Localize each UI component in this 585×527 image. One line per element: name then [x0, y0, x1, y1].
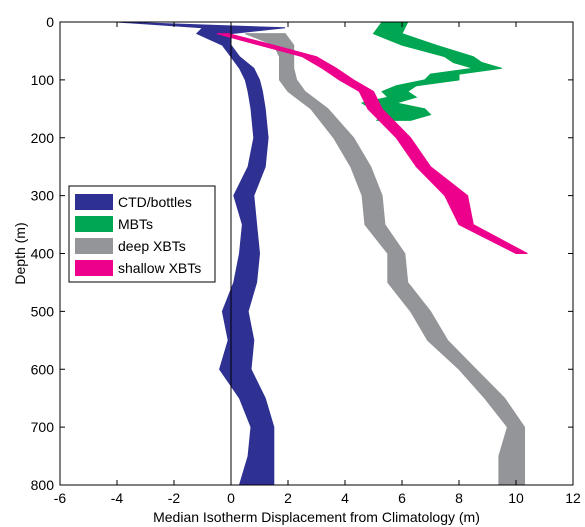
band-mbts [360, 22, 502, 121]
x-tick-label: 0 [227, 490, 235, 506]
x-tick-label: 6 [398, 490, 406, 506]
legend: CTD/bottles MBTs deep XBTs shallow XBTs [68, 185, 216, 283]
ticks-layer [59, 21, 574, 486]
x-tick-label: 12 [565, 490, 581, 506]
legend-swatch-ctd-bottles [75, 194, 113, 210]
tick-labels-layer: -6 -4 -2 0 2 4 6 8 10 12 0 100 200 300 400 500 600 700 800 [31, 14, 581, 506]
y-tick-label: 600 [31, 361, 55, 377]
x-tick-label: 2 [284, 490, 292, 506]
y-tick-label: 400 [31, 246, 55, 262]
y-tick-label: 100 [31, 72, 55, 88]
y-tick-label: 500 [31, 303, 55, 319]
legend-swatch-mbts [75, 216, 113, 232]
y-tick-label: 800 [31, 477, 55, 493]
y-tick-label: 700 [31, 419, 55, 435]
x-tick-label: -2 [168, 490, 181, 506]
x-tick-label: -4 [111, 490, 124, 506]
legend-label-mbts: MBTs [118, 216, 153, 232]
y-tick-label: 200 [31, 130, 55, 146]
legend-label-ctd-bottles: CTD/bottles [118, 194, 192, 210]
legend-swatch-shallow-xbts [75, 260, 113, 276]
x-tick-label: 8 [455, 490, 463, 506]
y-tick-label: 0 [46, 14, 54, 30]
x-tick-label: 10 [508, 490, 524, 506]
x-tick-label: -6 [54, 490, 67, 506]
x-axis-title: Median Isotherm Displacement from Climat… [153, 509, 480, 525]
series-layer [116, 22, 528, 485]
legend-swatch-deep-xbts [75, 238, 113, 254]
x-tick-label: 4 [341, 490, 349, 506]
band-ctd-bottles [116, 22, 286, 485]
y-axis-title: Depth (m) [12, 222, 28, 284]
y-tick-label: 300 [31, 188, 55, 204]
band-deep-xbts [245, 33, 525, 485]
legend-label-shallow-xbts: shallow XBTs [118, 260, 201, 276]
band-shallow-xbts [216, 33, 528, 254]
legend-label-deep-xbts: deep XBTs [118, 238, 186, 254]
